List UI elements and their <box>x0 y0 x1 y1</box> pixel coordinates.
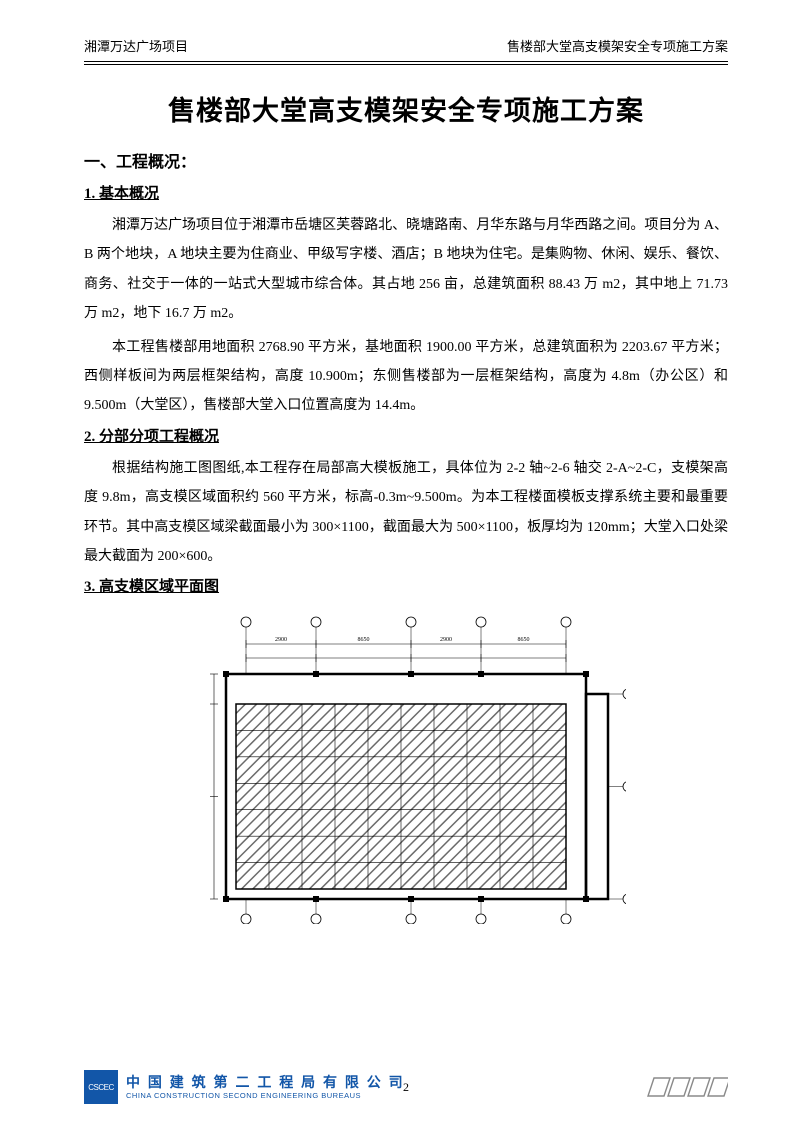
page-number: 2 <box>403 1080 409 1095</box>
section-1-2-heading: 2. 分部分项工程概况 <box>84 425 728 446</box>
header-left: 湘潭万达广场项目 <box>84 36 188 55</box>
svg-text:8650: 8650 <box>358 637 370 643</box>
company-name-en: CHINA CONSTRUCTION SECOND ENGINEERING BU… <box>126 1091 405 1100</box>
floor-plan-diagram: 2900 8650 2900 8650 <box>186 604 626 924</box>
company-logo: CSCEC <box>84 1070 118 1104</box>
svg-text:2900: 2900 <box>440 637 452 643</box>
svg-text:8650: 8650 <box>518 637 530 643</box>
footer-decoration <box>638 1072 728 1102</box>
section-1-3-heading: 3. 高支模区域平面图 <box>84 575 728 596</box>
footer-brand: CSCEC 中 国 建 筑 第 二 工 程 局 有 限 公 司 CHINA CO… <box>84 1070 405 1104</box>
page-footer: CSCEC 中 国 建 筑 第 二 工 程 局 有 限 公 司 CHINA CO… <box>84 1070 728 1104</box>
section-1-1-heading: 1. 基本概况 <box>84 182 728 203</box>
header-rule <box>84 61 728 65</box>
para-3: 根据结构施工图图纸,本工程存在局部高大模板施工，具体位为 2-2 轴~2-6 轴… <box>84 454 728 572</box>
svg-text:2900: 2900 <box>275 637 287 643</box>
company-name-cn: 中 国 建 筑 第 二 工 程 局 有 限 公 司 <box>126 1074 405 1091</box>
page-header: 湘潭万达广场项目 售楼部大堂高支模架安全专项施工方案 <box>84 36 728 61</box>
document-title: 售楼部大堂高支模架安全专项施工方案 <box>84 89 728 128</box>
para-1: 湘潭万达广场项目位于湘潭市岳塘区芙蓉路北、晓塘路南、月华东路与月华西路之间。项目… <box>84 211 728 329</box>
para-2: 本工程售楼部用地面积 2768.90 平方米，基地面积 1900.00 平方米，… <box>84 333 728 421</box>
header-right: 售楼部大堂高支模架安全专项施工方案 <box>507 36 728 55</box>
section-1-heading: 一、工程概况： <box>84 148 728 172</box>
